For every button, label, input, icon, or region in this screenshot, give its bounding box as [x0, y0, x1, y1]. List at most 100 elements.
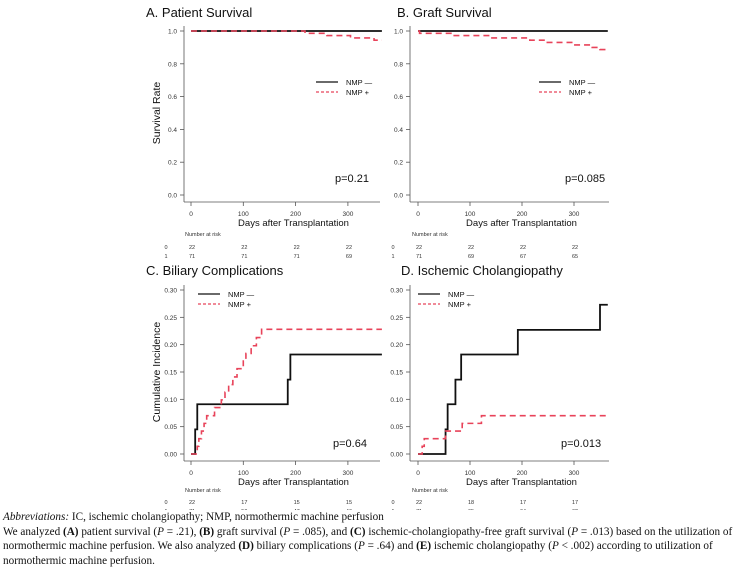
risk-group-label: 1	[164, 254, 167, 260]
y-tick-label: 0.10	[164, 397, 177, 404]
risk-count: 22	[294, 245, 300, 251]
x-tick-label: 300	[342, 470, 353, 477]
risk-group-label: 1	[391, 509, 394, 510]
risk-count: 50	[241, 509, 247, 510]
risk-count: 17	[520, 500, 526, 506]
x-tick-label: 200	[290, 470, 301, 477]
risk-count: 22	[189, 245, 195, 251]
risk-group-label: 1	[164, 509, 167, 510]
series-nmp-plus-line	[191, 30, 382, 41]
panel-title: C. Biliary Complications	[146, 263, 284, 278]
caption-segment: (A)	[62, 525, 79, 538]
risk-count: 22	[468, 245, 474, 251]
caption-abbrev-label: Abbreviations:	[3, 511, 70, 523]
y-tick-label: 0.8	[168, 61, 177, 68]
x-axis-label: Days after Transplantation	[238, 477, 349, 488]
legend-label: NMP +	[228, 300, 252, 309]
y-tick-label: 0.05	[390, 424, 403, 431]
caption-segment: < .002) according to utilization of norm…	[3, 540, 713, 567]
risk-count: 65	[468, 509, 474, 510]
y-tick-label: 0.2	[394, 160, 403, 167]
risk-group-label: 0	[164, 245, 167, 251]
x-tick-label: 0	[416, 470, 420, 477]
caption-abbreviations: Abbreviations: IC, ischemic cholangiopat…	[3, 510, 745, 525]
x-tick-label: 200	[517, 470, 528, 477]
x-tick-label: 200	[290, 211, 301, 218]
y-tick-label: 0.30	[390, 288, 403, 295]
y-tick-label: 0.15	[390, 370, 403, 377]
legend-label: NMP +	[346, 88, 370, 97]
caption-segment: = .64) and	[364, 540, 417, 552]
caption-abbrev-text: IC, ischemic cholangiopathy; NMP, normot…	[69, 511, 384, 523]
risk-count: 47	[294, 509, 300, 510]
legend-label: NMP —	[228, 290, 255, 299]
y-tick-label: 0.25	[164, 315, 177, 322]
risk-table-header: Number at risk	[185, 488, 221, 494]
risk-count: 22	[416, 500, 422, 506]
legend: NMP —NMP +	[418, 290, 475, 309]
x-tick-label: 0	[189, 470, 193, 477]
caption-segment: P	[157, 525, 164, 538]
y-tick-label: 0.00	[390, 452, 403, 459]
y-tick-label: 0.6	[168, 94, 177, 101]
risk-count: 22	[416, 245, 422, 251]
y-tick-label: 0.6	[394, 94, 403, 101]
y-tick-label: 0.2	[168, 160, 177, 167]
figure-caption: Abbreviations: IC, ischemic cholangiopat…	[3, 510, 745, 568]
legend-label: NMP +	[448, 300, 472, 309]
caption-segment: graft survival (	[214, 525, 284, 538]
y-tick-label: 0.10	[390, 397, 403, 404]
x-tick-label: 300	[569, 211, 580, 218]
x-tick-label: 300	[569, 470, 580, 477]
y-tick-label: 0.05	[164, 424, 177, 431]
caption-segment: ischemic cholangiopathy (	[431, 540, 552, 552]
x-tick-label: 300	[342, 211, 353, 218]
risk-group-label: 0	[391, 245, 394, 251]
y-axis-label: Cumulative Incidence	[151, 322, 163, 423]
series-nmp-plus-line	[191, 328, 382, 455]
y-tick-label: 0.15	[164, 370, 177, 377]
risk-count: 67	[520, 254, 526, 260]
x-tick-label: 100	[238, 470, 249, 477]
panel-d: D. Ischemic Cholangiopathy 0.00 0.05 0.10 0.…	[390, 263, 609, 510]
caption-segment: = .013) based on the utilization of norm…	[3, 525, 733, 553]
risk-count: 69	[468, 254, 474, 260]
risk-count: 71	[416, 254, 422, 260]
y-tick-label: 0.8	[394, 61, 403, 68]
risk-group-label: 0	[164, 500, 167, 506]
caption-segment: (B)	[199, 525, 215, 538]
risk-count: 62	[572, 509, 578, 510]
risk-count: 17	[572, 500, 578, 506]
legend-label: NMP +	[569, 88, 593, 97]
legend-label: NMP —	[346, 78, 373, 87]
risk-count: 18	[468, 500, 474, 506]
y-tick-label: 0.20	[164, 342, 177, 349]
caption-segment: biliary complications (	[253, 540, 358, 552]
y-axis-label: Survival Rate	[151, 82, 163, 145]
caption-segment: = .085), and	[290, 525, 350, 538]
p-value-annotation: p=0.64	[333, 438, 367, 450]
risk-count: 15	[294, 500, 300, 506]
x-axis-label: Days after Transplantation	[466, 477, 577, 488]
series-nmp-minus-line	[191, 353, 382, 455]
series-nmp-plus-line	[418, 30, 608, 51]
legend: NMP —NMP +	[316, 78, 373, 97]
risk-count: 17	[241, 500, 247, 506]
legend-label: NMP —	[569, 78, 596, 87]
x-tick-label: 100	[465, 211, 476, 218]
risk-count: 64	[520, 509, 526, 510]
risk-table-header: Number at risk	[185, 232, 221, 238]
panel-title: B. Graft Survival	[397, 5, 492, 20]
risk-count: 22	[520, 245, 526, 251]
risk-count: 22	[241, 245, 247, 251]
panel-title: D. Ischemic Cholangiopathy	[401, 263, 563, 278]
x-axis-label: Days after Transplantation	[238, 218, 349, 229]
risk-count: 71	[189, 254, 195, 260]
caption-segment: P	[357, 540, 365, 552]
x-tick-label: 0	[416, 211, 420, 218]
risk-group-label: 1	[391, 254, 394, 260]
x-tick-label: 0	[189, 211, 193, 218]
caption-segment: We analyzed	[3, 525, 63, 538]
series-nmp-minus-line	[418, 303, 608, 455]
